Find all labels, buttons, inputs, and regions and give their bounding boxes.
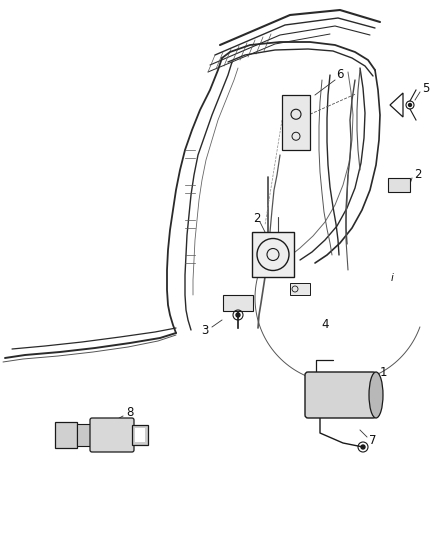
Text: 4: 4: [321, 319, 329, 332]
Circle shape: [361, 445, 365, 449]
Text: 1: 1: [379, 367, 387, 379]
Circle shape: [409, 103, 411, 107]
FancyBboxPatch shape: [90, 418, 134, 452]
Bar: [135, 428, 145, 442]
Bar: [77, 424, 92, 446]
Text: 5: 5: [422, 82, 430, 94]
Bar: [290, 283, 310, 295]
Bar: [388, 178, 410, 192]
Text: 2: 2: [414, 168, 422, 182]
Circle shape: [236, 313, 240, 317]
Text: 2: 2: [253, 212, 261, 224]
Text: 3: 3: [201, 324, 208, 336]
Bar: [282, 95, 310, 150]
Bar: [223, 295, 253, 311]
FancyBboxPatch shape: [305, 372, 376, 418]
Bar: [132, 425, 148, 445]
Ellipse shape: [369, 372, 383, 418]
Text: 7: 7: [369, 433, 377, 447]
Text: 8: 8: [126, 407, 134, 419]
Text: 6: 6: [336, 69, 344, 82]
Bar: [252, 232, 294, 277]
Bar: [55, 422, 77, 448]
Text: i: i: [391, 273, 393, 283]
